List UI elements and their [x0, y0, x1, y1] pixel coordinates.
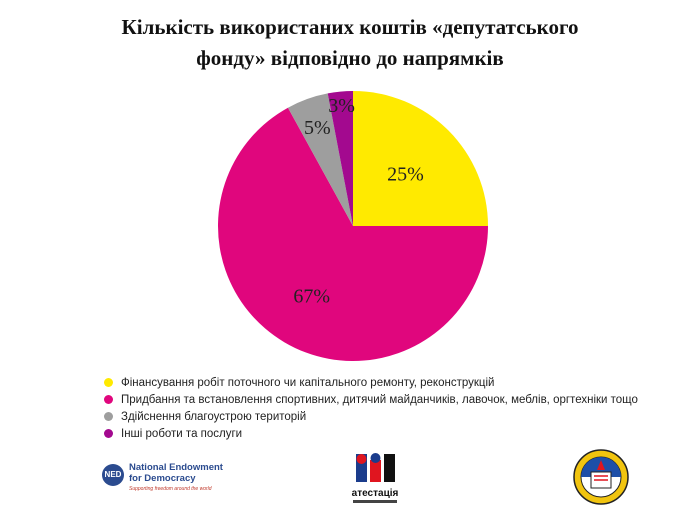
pie-slice-4	[327, 91, 353, 226]
legend-item-4: Інші роботи та послуги	[104, 425, 684, 442]
pie-label-1: 25%	[387, 163, 424, 185]
pie-label-4: 3%	[328, 95, 355, 117]
legend-swatch-3	[104, 412, 113, 421]
legend-swatch-4	[104, 429, 113, 438]
pie-label-3: 5%	[304, 117, 331, 139]
legend-item-1: Фінансування робіт поточного чи капіталь…	[104, 374, 684, 391]
legend: Фінансування робіт поточного чи капіталь…	[104, 374, 684, 442]
chart-title: Кількість використаних коштів «депутатсь…	[60, 12, 640, 74]
pie-slices	[218, 91, 488, 361]
legend-label-4: Інші роботи та послуги	[121, 427, 243, 440]
legend-swatch-1	[104, 378, 113, 387]
pie-slice-3	[287, 93, 353, 226]
pie-labels: 25% 67% 5%3%	[293, 95, 423, 308]
legend-label-1: Фінансування робіт поточного чи капіталь…	[121, 376, 495, 389]
pie-slice-1	[353, 91, 488, 226]
pie-label-2: 67%	[293, 286, 330, 308]
chart-title-line-1: Кількість використаних коштів «депутатсь…	[121, 15, 579, 39]
legend-label-2: Придбання та встановлення спортивних, ди…	[121, 393, 638, 406]
legend-swatch-2	[104, 395, 113, 404]
legend-label-3: Здійснення благоустрою територій	[121, 410, 307, 423]
chart-title-line-2: фонду» відповідно до напрямків	[196, 46, 504, 70]
legend-item-2: Придбання та встановлення спортивних, ди…	[104, 391, 684, 408]
pie-slice-2	[218, 107, 488, 361]
legend-item-3: Здійснення благоустрою територій	[104, 408, 684, 425]
